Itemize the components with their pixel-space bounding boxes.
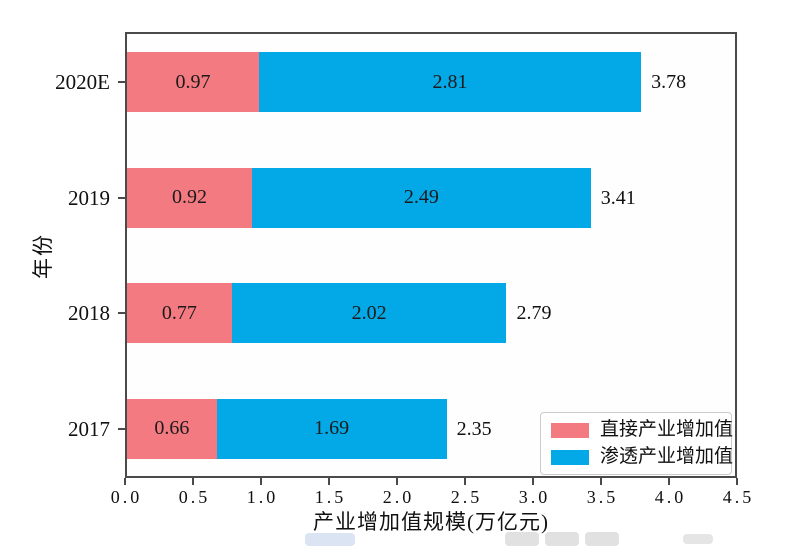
legend-swatch-penetration-icon [551, 449, 589, 465]
x-axis-tick [464, 478, 466, 485]
bar-segment-penetration: 2.81 [258, 52, 642, 112]
bar-segment-direct: 0.77 [127, 283, 232, 343]
watermark-fragment [683, 534, 713, 544]
bar-segment-direct: 0.92 [127, 167, 253, 228]
bar-value-label: 0.66 [154, 417, 190, 439]
bar-segment-penetration: 2.02 [231, 283, 507, 343]
bar-value-label: 0.97 [175, 70, 211, 93]
legend-label-penetration: 渗透产业增加值 [600, 446, 734, 467]
x-axis-tick [396, 478, 398, 485]
bar-value-label: 2.49 [403, 186, 439, 208]
y-axis-tick-label: 2018 [68, 301, 110, 325]
bar-value-label: 0.92 [172, 186, 208, 208]
bar-segment-direct: 0.66 [127, 398, 217, 459]
bar-value-label: 2.81 [432, 70, 468, 93]
legend: 直接产业增加值 渗透产业增加值 [540, 412, 733, 475]
legend-entry-direct: 直接产业增加值 [551, 420, 733, 440]
x-axis-tick-label: 3.0 [518, 487, 551, 507]
x-axis-tick-label: 3.5 [586, 487, 619, 507]
y-axis-tick [118, 196, 125, 199]
bar-value-label: 0.77 [161, 301, 197, 324]
x-axis-tick-label: 0.0 [110, 487, 143, 507]
bar-total-label: 3.41 [600, 186, 636, 209]
y-axis-tick [118, 81, 125, 83]
bar-value-label: 1.69 [314, 417, 350, 439]
y-axis-tick-label: 2019 [68, 185, 110, 210]
plot-area: 0.97 2.81 0.92 2.49 0.77 2.02 0.66 1.69 [125, 32, 737, 478]
bar-value-label: 2.02 [351, 301, 387, 324]
bar-segment-penetration: 1.69 [216, 398, 447, 459]
bar-segment-penetration: 2.49 [252, 167, 591, 228]
y-axis-tick [118, 312, 125, 314]
x-axis-tick [260, 478, 262, 485]
x-axis-title: 产业增加值规模(万亿元) [313, 510, 549, 534]
watermark-fragment [545, 532, 579, 546]
x-axis-tick [124, 478, 126, 485]
x-axis-tick [192, 478, 194, 485]
x-axis-tick-label: 2.5 [450, 487, 483, 507]
x-axis-tick-label: 1.5 [314, 487, 347, 507]
x-axis-tick-label: 4.5 [722, 487, 755, 507]
watermark-fragment [305, 533, 355, 546]
x-axis-tick [668, 478, 670, 485]
watermark-fragment [505, 532, 539, 546]
legend-swatch-direct-icon [551, 422, 589, 438]
x-axis-tick [328, 478, 330, 485]
y-axis-tick-label: 2017 [68, 416, 110, 441]
legend-entry-penetration: 渗透产业增加值 [551, 447, 733, 467]
y-axis-tick-label: 2020E [55, 70, 110, 94]
x-axis-tick-label: 2.0 [382, 487, 415, 507]
bar-total-label: 2.79 [516, 302, 552, 324]
bar-total-label: 3.78 [651, 71, 687, 93]
watermark-fragment [585, 532, 619, 546]
y-axis-tick [118, 427, 125, 430]
x-axis-tick [600, 478, 602, 485]
x-axis-tick-label: 4.0 [654, 487, 687, 507]
y-axis-title: 年份 [31, 233, 55, 279]
legend-label-direct: 直接产业增加值 [600, 419, 734, 440]
bar-segment-direct: 0.97 [127, 52, 259, 112]
x-axis-tick [736, 478, 738, 485]
x-axis-tick-label: 0.5 [178, 487, 211, 507]
x-axis-tick [532, 478, 534, 485]
bar-total-label: 2.35 [456, 417, 492, 440]
x-axis-tick-label: 1.0 [246, 487, 279, 507]
